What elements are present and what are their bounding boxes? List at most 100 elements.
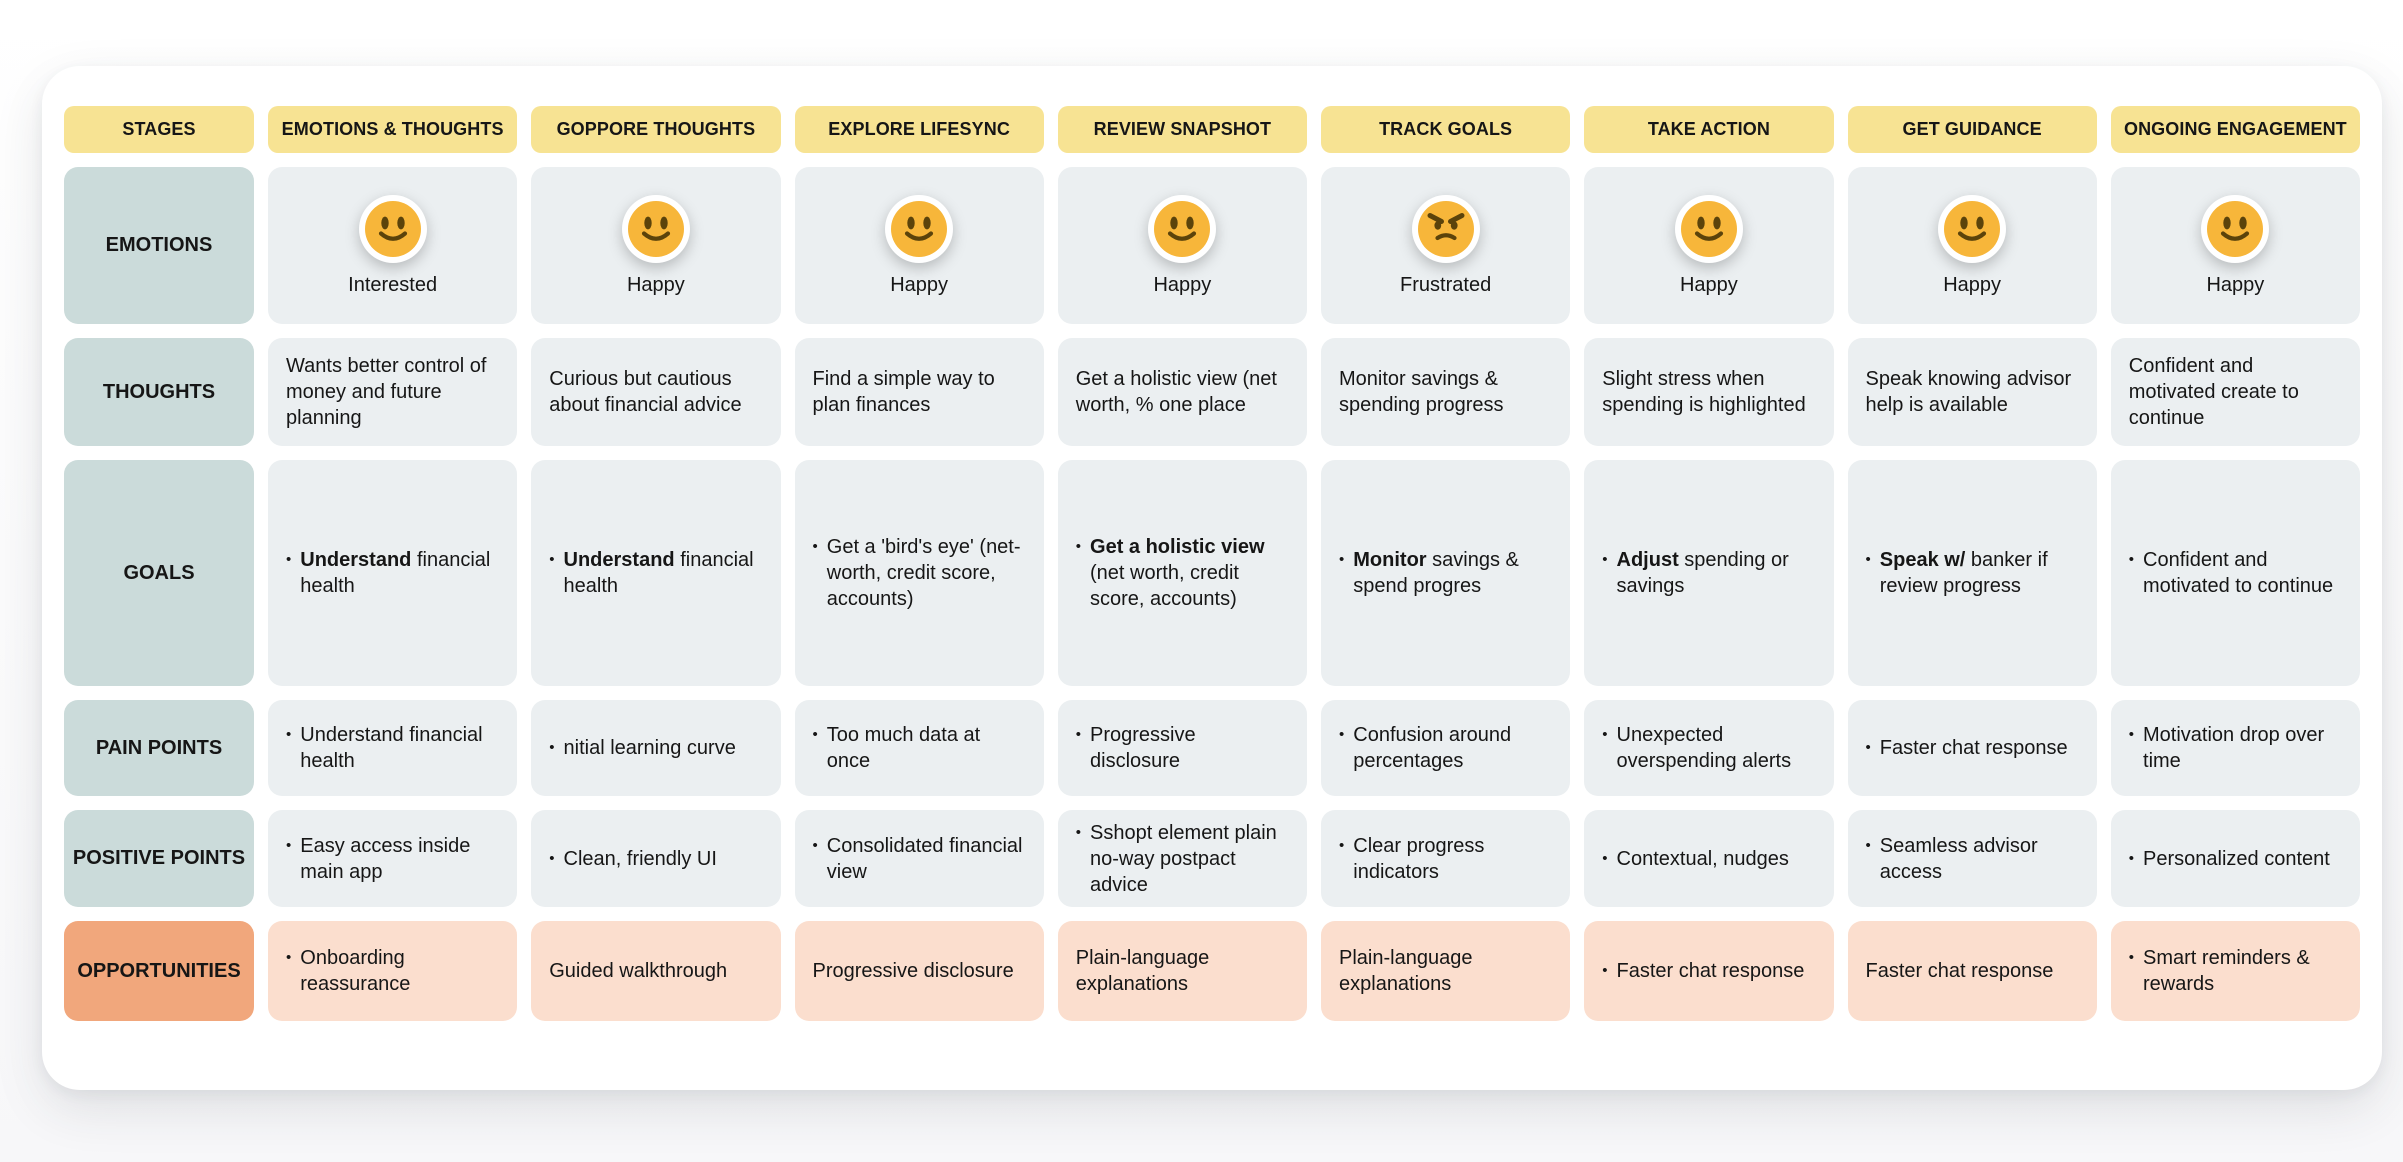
bullet-glyph: •	[2128, 849, 2135, 867]
bullet-glyph: •	[1339, 551, 1345, 568]
cell-text-value: Plain-language explanations	[1076, 945, 1291, 997]
cell-text-value: Confident and motivated create to contin…	[2128, 355, 2299, 429]
cell-text-rest: Contextual, nudges	[1616, 847, 1789, 870]
emotions-cell: Frustrated	[1321, 167, 1571, 324]
cell-text-bold: Get a holistic view	[1090, 536, 1265, 558]
cell-text-rest: Clear progress indicators	[1353, 834, 1485, 883]
pain-points-cell: • Too much data at once	[794, 700, 1044, 796]
stage-pill-explore-lifesync: EXPLORE LIFESYNC	[794, 106, 1044, 153]
cell-text-value: Get a holistic view (net worth, % one pl…	[1075, 368, 1277, 416]
cell-text-rest: Guided walkthrough	[549, 960, 728, 982]
cell-text-value: Slight stress when spending is highlight…	[1602, 368, 1806, 416]
cell-text: Faster chat response	[1848, 928, 2097, 1014]
journey-map-grid: STAGES EMOTIONS & THOUGHTS GOPPORE THOUGHT…	[64, 106, 2360, 1021]
opportunities-cell: Faster chat response	[1847, 921, 2097, 1021]
emotion-label: Happy	[1153, 274, 1212, 296]
cell-text-value: Clear progress indicators	[1353, 833, 1554, 885]
bullet-glyph: •	[1865, 739, 1871, 756]
emotion-label: Happy	[1679, 274, 1738, 296]
cell-text: • Seamless advisor access	[1848, 823, 2097, 895]
cell-text-value: Too much data at once	[827, 722, 1028, 774]
cell-text-value: Confident and motivated to continue	[2143, 547, 2344, 599]
cell-text-rest: Seamless advisor access	[1879, 834, 2038, 883]
journey-map-card: STAGES EMOTIONS & THOUGHTS GOPPORE THOUGHT…	[42, 66, 2382, 1090]
cell-text: • Clean, friendly UI	[531, 836, 780, 882]
cell-text: • Sshopt element plain no-way postpact ad…	[1058, 810, 1307, 907]
cell-text-rest: spending or savings	[1616, 549, 1789, 597]
goals-cell: • Understand financial health	[531, 460, 781, 686]
stage-pill-label: TRACK GOALS	[1379, 119, 1513, 139]
goals-cell: • Confident and motivated to continue	[2110, 460, 2360, 686]
cell-text-value: Find a simple way to plan finances	[812, 368, 995, 416]
row-pain-points: PAIN POINTS • Understand financial health •…	[64, 700, 2360, 796]
cell-text-value: Adjust spending or savings	[1617, 547, 1818, 599]
bullet-glyph: •	[286, 949, 292, 966]
opportunities-cell: Guided walkthrough	[531, 921, 781, 1021]
bullet-glyph: •	[1865, 836, 1871, 854]
stage-pill-get-guidance: GET GUIDANCE	[1847, 106, 2097, 153]
cell-text-rest: banker if review progress	[1879, 549, 2048, 597]
stage-pill-label: EMOTIONS & THOUGHTS	[281, 119, 504, 139]
cell-text-value: Progressive disclosure	[1090, 722, 1291, 774]
positive-points-cell: • Personalized content	[2110, 810, 2360, 907]
bullet-glyph: •	[812, 726, 818, 743]
cell-text-bold: Adjust	[1616, 549, 1679, 571]
bullet-glyph: •	[1602, 962, 1608, 979]
pain-points-cell: • Unexpected overspending alerts	[1584, 700, 1834, 796]
emoji-happy-icon	[2201, 195, 2270, 263]
emotion-label: Frustrated	[1400, 274, 1492, 296]
bullet-glyph: •	[1602, 849, 1608, 867]
emotions-cell: Happy	[1847, 167, 2097, 324]
thoughts-cell: Slight stress when spending is highlight…	[1584, 338, 1834, 446]
cell-text: Plain-language explanations	[1321, 921, 1570, 1021]
cell-text-bold: Understand	[563, 549, 675, 571]
bullet-glyph: •	[549, 849, 555, 867]
cell-text-value: Understand financial health	[300, 722, 501, 774]
thoughts-cell: Get a holistic view (net worth, % one pl…	[1057, 338, 1307, 446]
cell-text-value: Faster chat response	[1880, 735, 2068, 761]
cell-text-value: Contextual, nudges	[1617, 846, 1789, 872]
cell-text: • Confusion around percentages	[1321, 712, 1570, 784]
cell-text: • Easy access inside main app	[268, 823, 517, 895]
cell-text-rest: Faster chat response	[1879, 737, 2068, 759]
cell-text-value: Get a holistic view (net worth, credit s…	[1090, 534, 1291, 612]
cell-text: • Motivation drop over time	[2111, 712, 2360, 784]
cell-text-bold: Monitor	[1353, 549, 1427, 571]
cell-text-rest: financial health	[563, 549, 754, 597]
cell-text-rest: Plain-language explanations	[1075, 947, 1210, 995]
cell-text: Guided walkthrough	[531, 928, 780, 1014]
thoughts-cell: Speak knowing advisor help is available	[1847, 338, 2097, 446]
goals-cell: • Get a 'bird's eye' (net-worth, credit s…	[794, 460, 1044, 686]
bullet-glyph: •	[1602, 551, 1608, 568]
goals-cell: • Speak w/ banker if review progress	[1847, 460, 2097, 686]
cell-text-value: Understand financial health	[300, 547, 501, 599]
cell-text: Progressive disclosure	[795, 928, 1044, 1014]
opportunities-cell: Progressive disclosure	[794, 921, 1044, 1021]
emotion-label: Happy	[890, 274, 949, 296]
emoji-happy-icon	[1674, 195, 1743, 263]
cell-text: • Faster chat response	[1848, 725, 2097, 771]
cell-text: Speak knowing advisor help is available	[1848, 356, 2097, 428]
row-emotions: EMOTIONS Interested Happy Happy Happy Frustra…	[64, 167, 2360, 324]
positive-points-cell: • Consolidated financial view	[794, 810, 1044, 907]
row-header-label: THOUGHTS	[102, 380, 216, 403]
cell-text-rest: Clean, friendly UI	[563, 847, 717, 870]
bullet-glyph: •	[812, 836, 818, 854]
stage-pill-ongoing-engagement: ONGOING ENGAGEMENT	[2110, 106, 2360, 153]
bullet-glyph: •	[1075, 823, 1082, 841]
goals-cell: • Understand financial health	[268, 460, 518, 686]
cell-text-rest: financial health	[300, 549, 491, 597]
stage-pill-stages: STAGES	[64, 106, 254, 153]
stage-pill-emotions-thoughts: EMOTIONS & THOUGHTS	[268, 106, 518, 153]
emoji-happy-icon	[621, 195, 690, 263]
emoji-frustrated-icon	[1411, 195, 1480, 263]
thoughts-cell: Monitor savings & spending progress	[1321, 338, 1571, 446]
cell-text: • Unexpected overspending alerts	[1584, 712, 1833, 784]
cell-text: • Understand financial health	[268, 537, 517, 609]
cell-text-rest: Too much data at once	[826, 724, 981, 772]
cell-text-rest: Plain-language explanations	[1339, 947, 1473, 995]
cell-text-value: nitial learning curve	[564, 735, 736, 761]
stage-pill-label: GOPPORE THOUGHTS	[556, 119, 756, 139]
bullet-glyph: •	[1075, 538, 1082, 555]
emoji-happy-icon	[885, 195, 954, 263]
